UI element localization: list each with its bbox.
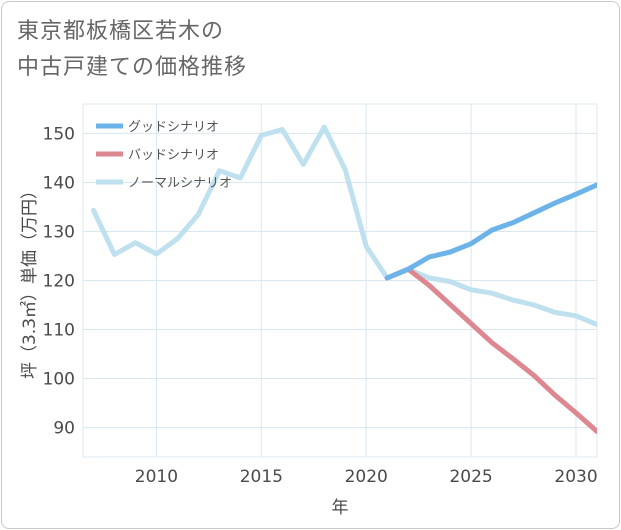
- y-tick-label: 100: [43, 370, 75, 390]
- grid-lines: [83, 104, 597, 457]
- chart-title-line1: 東京都板橋区若木の: [17, 19, 225, 44]
- x-tick-label: 2025: [449, 467, 492, 487]
- y-tick-label: 150: [43, 124, 75, 144]
- axis-ticks: 2010 2015 2020 2025 2030 90 100 110 120 130 140 150: [43, 124, 598, 487]
- x-tick-label: 2010: [135, 467, 178, 487]
- y-axis-label: 坪（3.3㎡）単価（万円）: [20, 182, 40, 379]
- y-tick-label: 90: [53, 419, 75, 439]
- y-tick-label: 140: [43, 173, 75, 193]
- legend-label: ノーマルシナリオ: [128, 176, 232, 191]
- plot-area: [82, 103, 598, 458]
- x-tick-label: 2030: [554, 467, 597, 487]
- legend-label: バッドシナリオ: [128, 148, 219, 163]
- legend-label: グッドシナリオ: [128, 120, 219, 135]
- y-tick-label: 120: [43, 272, 75, 292]
- chart-title: 東京都板橋区若木の 中古戸建ての価格推移: [17, 14, 247, 86]
- series-line-2: [91, 124, 597, 328]
- x-tick-label: 2020: [345, 467, 388, 487]
- chart-title-line2: 中古戸建ての価格推移: [17, 55, 248, 80]
- y-tick-label: 110: [43, 321, 75, 341]
- x-axis-label: 年: [332, 498, 349, 518]
- series-line-0: [384, 182, 597, 281]
- series-layer: [91, 124, 597, 434]
- x-tick-label: 2015: [240, 467, 283, 487]
- y-tick-label: 130: [43, 222, 75, 242]
- series-line-1: [384, 266, 597, 434]
